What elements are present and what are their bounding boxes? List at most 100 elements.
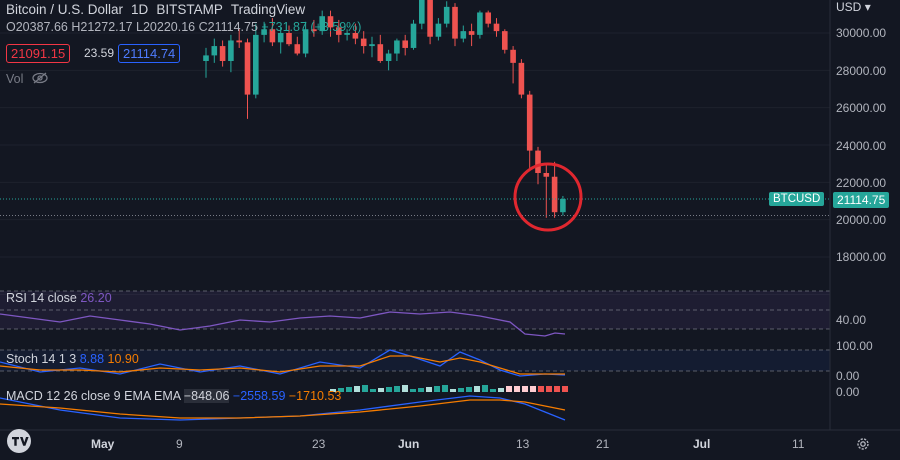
macd-histogram-bar [434,386,440,392]
candle-body [452,6,458,39]
candle-body [369,44,375,47]
candle-body [560,198,566,213]
candle-body [485,12,491,24]
candles-layer [203,0,566,218]
time-tick: 23 [312,437,326,451]
price-tick: 18000.00 [836,250,887,264]
macd-histogram-bar [562,386,568,392]
stoch-d-line [0,355,565,375]
macd-histogram-bar [418,388,424,392]
rsi-value: 26.20 [80,291,112,305]
macd-histogram-bar [330,389,336,392]
currency-selector[interactable]: USD ▾ [836,0,871,14]
stoch-tick: 0.00 [836,369,860,383]
macd-histogram-bar [338,388,344,392]
interval[interactable]: 1D [131,2,149,17]
macd-histogram-bar [426,387,432,392]
macd-histogram-bar [346,387,352,392]
last-price-badge: 21114.75 [833,192,890,208]
candle-body [327,16,334,28]
time-tick: May [91,437,115,451]
macd-line [0,395,566,421]
candle-body [203,55,209,61]
price-grid [0,32,830,295]
macd-histogram-bar [538,386,544,392]
high-value: 21272.17 [80,20,133,34]
candle-body [277,33,284,43]
last-price-symbol-badge: BTCUSD [769,192,825,206]
candle-body [261,29,267,35]
candle-body [551,176,558,213]
candle-body [302,29,309,54]
candle-body [427,0,433,37]
currency-label: USD [836,0,862,14]
candle-body [219,46,226,61]
time-tick: 13 [516,437,530,451]
open-label: O [6,20,16,34]
macd-histogram-bar [490,389,496,392]
time-tick: 11 [792,437,805,451]
price-tick: 30000.00 [836,26,887,40]
time-tick: 9 [176,437,183,451]
candle-body [543,173,550,177]
candle-body [443,6,450,24]
candle-body [526,94,533,151]
open-value: 20387.66 [15,20,68,34]
rsi-legend[interactable]: RSI 14 close 26.20 [6,291,112,305]
change-value: +731.87 (+3.59%) [261,20,362,34]
candle-body [493,23,500,32]
stoch-band [0,350,830,371]
macd-histogram-bar [482,385,488,392]
source: TradingView [230,2,306,17]
candle-body [518,62,525,95]
tradingview-logo-icon[interactable] [6,428,32,454]
price-tick: 28000.00 [836,64,887,78]
stoch-k-line [0,349,566,377]
time-tick: Jun [398,437,420,451]
candle-body [319,16,325,32]
rsi-label: RSI 14 close [6,291,77,305]
highlight-circle [513,162,583,232]
macd-histogram-bar [546,386,552,392]
price-tick: 20000.00 [836,213,887,227]
macd-hist-value: −848.06 [183,389,230,403]
stoch-pane [0,349,830,377]
time-tick: 21 [596,437,610,451]
candle-body [477,12,483,35]
time-tick: Jul [693,437,711,451]
macd-histogram-bar [378,388,384,392]
macd-line-value: −2558.59 [232,389,286,403]
stoch-d-value: 10.90 [107,352,139,366]
macd-histogram-bar [458,388,464,392]
macd-signal-line [0,399,566,419]
gear-icon[interactable] [855,436,871,452]
candle-body [419,0,425,24]
rsi-line [0,311,566,337]
candle-body [402,40,408,48]
sell-price-button[interactable]: 21091.15 [6,44,71,63]
stoch-legend[interactable]: Stoch 14 1 3 8.88 10.90 [6,352,139,366]
guide-lines [0,198,830,217]
close-label: C [198,20,208,34]
candle-body [410,23,417,48]
price-tick: 24000.00 [836,139,887,153]
macd-histogram-bar [554,386,560,392]
buy-price-button[interactable]: 21114.74 [118,44,181,63]
rsi-tick: 40.00 [836,313,867,327]
macd-histogram-bar [514,386,520,392]
candle-body [377,44,384,61]
macd-tick: 0.00 [836,385,860,399]
symbol-title[interactable]: Bitcoin / U.S. Dollar [6,2,124,17]
macd-histogram-bar [354,386,360,392]
candle-body [228,40,234,61]
macd-histogram-bar [370,389,376,392]
price-tick: 26000.00 [836,101,887,115]
macd-histogram-bar [402,385,408,392]
macd-pane [0,385,568,421]
low-value: 20220.16 [142,20,196,34]
macd-legend[interactable]: MACD 12 26 close 9 EMA EMA −848.06 −2558… [6,389,341,403]
eye-slash-icon[interactable] [32,72,48,84]
macd-histogram-bar [442,385,448,392]
macd-histogram-bar [498,388,504,392]
